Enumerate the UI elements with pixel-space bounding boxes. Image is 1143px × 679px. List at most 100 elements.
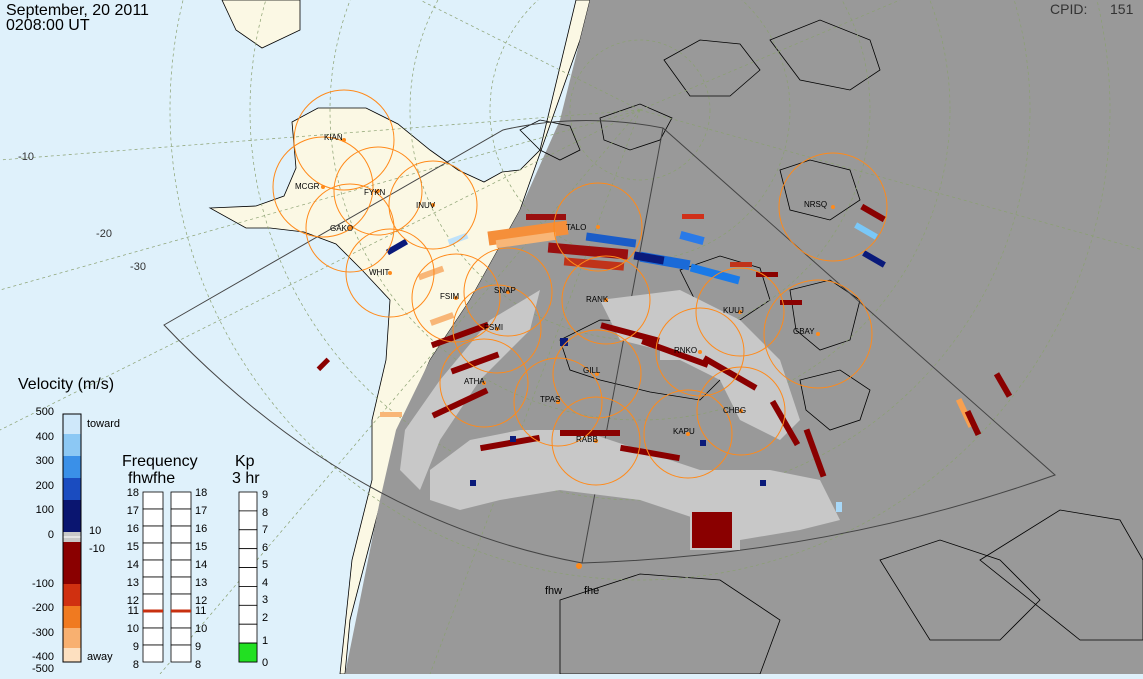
frequency-cell [170, 627, 192, 646]
station-label-kian: KIAN [324, 133, 343, 142]
radar-label-fhe: fhe [584, 585, 599, 597]
station-label-chbg: CHBG [723, 406, 746, 415]
radar-fov [163, 119, 1056, 564]
freq-left-18: 18 [127, 487, 139, 499]
velocity-away-label: away [87, 651, 113, 663]
kp-tick-9: 9 [262, 489, 268, 501]
velocity-legend: Velocity (m/s) 500 400 300 200 100 0 -10… [18, 376, 120, 675]
station-labels: KIAN MCGR FYKN INUV GAKO WHIT FSIM SNAP … [295, 133, 827, 444]
kp-tick-6: 6 [262, 542, 268, 554]
kp-tick-8: 8 [262, 507, 268, 519]
frequency-cell [142, 542, 164, 561]
station-label-snap: SNAP [494, 286, 516, 295]
freq-left-17: 17 [127, 505, 139, 517]
velocity-tick-400: 400 [36, 431, 54, 443]
freq-left-12: 12 [127, 595, 139, 607]
station-label-rank: RANK [586, 295, 609, 304]
kp-level-fill [238, 642, 258, 663]
freq-left-15: 15 [127, 541, 139, 553]
station-label-gill: GILL [583, 366, 601, 375]
velocity-ground-neg-label: -10 [89, 543, 105, 555]
header-date: September, 20 2011 [6, 2, 149, 19]
station-label-fsim: FSIM [440, 292, 459, 301]
velocity-away [316, 203, 1013, 548]
cpid-label: CPID: [1050, 1, 1088, 17]
grid-labels: -10 -20 -30 [18, 151, 146, 273]
kp-cell [238, 548, 258, 568]
kp-cell [238, 529, 258, 550]
frequency-legend-subtitle: fhwfhe [128, 470, 175, 487]
kp-tick-7: 7 [262, 524, 268, 536]
header-time: 0208:00 UT [6, 17, 90, 34]
freq-left-16: 16 [127, 523, 139, 535]
station-label-fykn: FYKN [364, 188, 386, 197]
velocity-legend-title: Velocity (m/s) [18, 376, 114, 393]
station-label-atha: ATHA [464, 377, 485, 386]
kp-tick-0: 0 [262, 657, 268, 669]
frequency-cell [142, 559, 164, 578]
velocity-tick-m500: -500 [32, 663, 54, 674]
freq-right-11: 11 [195, 605, 206, 617]
kp-cell [238, 491, 258, 512]
frequency-cell [142, 491, 164, 510]
kp-legend-title: Kp [235, 453, 255, 470]
freq-right-8: 8 [195, 659, 201, 671]
frequency-cell [142, 644, 164, 663]
velocity-toward-label: toward [87, 418, 120, 430]
freq-left-10: 10 [127, 623, 139, 635]
freq-right-15: 15 [195, 541, 207, 553]
freq-right-13: 13 [195, 577, 207, 589]
kp-tick-1: 1 [262, 635, 268, 647]
kp-cell [238, 586, 258, 606]
station-label-kuuj: KUUJ [723, 306, 744, 315]
frequency-legend: Frequency fhwfhe 18 17 16 15 14 13 12 11… [122, 453, 207, 671]
frequency-cell [142, 525, 164, 544]
station-label-gbay: GBAY [793, 327, 815, 336]
station-label-talo: TALO [566, 223, 586, 232]
station-label-mcgr: MCGR [295, 182, 320, 191]
velocity-tick-100: 100 [36, 504, 54, 516]
station-circles [272, 89, 888, 486]
kp-tick-2: 2 [262, 612, 268, 624]
frequency-cell [142, 627, 164, 646]
frequency-cell [142, 576, 164, 595]
freq-right-16: 16 [195, 523, 207, 535]
freq-right-14: 14 [195, 559, 207, 571]
kp-cell [238, 510, 258, 531]
freq-left-13: 13 [127, 577, 139, 589]
velocity-tick-200: 200 [36, 480, 54, 492]
svg-text:-20: -20 [96, 228, 112, 240]
frequency-cell [170, 593, 192, 612]
radar-site: fhw fhe [545, 563, 599, 597]
kp-tick-3: 3 [262, 594, 268, 606]
station-label-fsmi: FSMI [484, 323, 503, 332]
station-label-rabb: RABB [576, 435, 598, 444]
station-label-nrsq: NRSQ [804, 200, 827, 209]
velocity-tick-m300: -300 [32, 627, 54, 639]
velocity-tick-m100: -100 [32, 578, 54, 590]
freq-right-9: 9 [195, 641, 201, 653]
kp-cell [238, 567, 258, 587]
frequency-cell [170, 644, 192, 663]
frequency-cell [170, 491, 192, 510]
station-label-gako: GAKO [330, 224, 353, 233]
frequency-cell [170, 525, 192, 544]
station-label-rnko: RNKO [674, 346, 697, 355]
freq-right-10: 10 [195, 623, 207, 635]
freq-left-9: 9 [133, 641, 139, 653]
frequency-cell [142, 610, 164, 629]
velocity-tick-500: 500 [36, 406, 54, 418]
freq-right-18: 18 [195, 487, 207, 499]
kp-cell [238, 604, 258, 625]
frequency-cell [170, 508, 192, 527]
radar-label-fhw: fhw [545, 585, 562, 597]
kp-legend-subtitle: 3 hr [232, 470, 260, 487]
velocity-ground-pos-label: 10 [89, 525, 101, 537]
velocity-tick-0: 0 [48, 529, 54, 541]
freq-right-12: 12 [195, 595, 207, 607]
velocity-toward [385, 222, 886, 512]
station-label-whit: WHIT [369, 268, 390, 277]
freq-left-11: 11 [128, 605, 139, 617]
